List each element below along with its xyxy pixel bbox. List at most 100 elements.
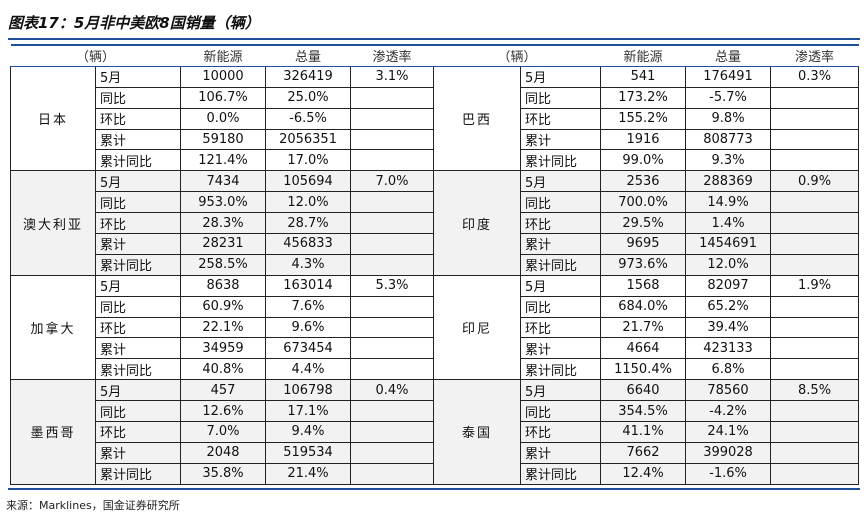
empty-cell — [770, 337, 860, 360]
value-cell: 12.6% — [180, 400, 267, 423]
value-cell: 2056351 — [265, 128, 352, 151]
value-cell: 35.8% — [180, 462, 267, 485]
value-cell: 354.5% — [600, 400, 687, 423]
metric-cell: 环比 — [94, 107, 182, 130]
empty-cell — [350, 149, 435, 172]
value-cell: 60.9% — [180, 295, 267, 318]
metric-cell: 累计同比 — [94, 358, 182, 381]
empty-cell — [770, 86, 860, 109]
empty-cell — [350, 107, 435, 130]
empty-cell — [770, 149, 860, 172]
empty-cell — [770, 441, 860, 464]
value-cell: 9.6% — [265, 316, 352, 339]
empty-cell — [350, 400, 435, 423]
value-cell: 423133 — [685, 337, 772, 360]
metric-cell: 累计同比 — [94, 149, 182, 172]
country-cell: 加拿大 — [10, 274, 96, 381]
table-row: 同比 106.7% 25.0% 同比 173.2% -5.7% — [11, 86, 860, 109]
table-body: 日本 5月 10000 326419 3.1% 巴西 5月 541 176491 0.3% 同比 10… — [10, 65, 860, 485]
title: 图表17：5月非中美欧8国销量（辆） — [8, 14, 260, 32]
value-cell: 9.8% — [685, 107, 772, 130]
value-cell: 82097 — [685, 274, 772, 297]
title-rule — [8, 38, 860, 40]
metric-cell: 累计同比 — [94, 462, 182, 485]
empty-cell — [350, 421, 435, 443]
value-cell: 29.5% — [600, 212, 687, 235]
empty-cell — [770, 212, 860, 235]
empty-cell — [350, 191, 435, 214]
metric-cell: 5月 — [520, 379, 602, 402]
value-cell: 34959 — [180, 337, 267, 360]
empty-cell — [770, 316, 860, 339]
table-row: 同比 12.6% 17.1% 同比 354.5% -4.2% — [11, 400, 860, 423]
metric-cell: 同比 — [94, 295, 182, 318]
value-cell: 3.1% — [350, 65, 435, 88]
value-cell: 7.6% — [265, 295, 352, 318]
table-row: 环比 28.3% 28.7% 环比 29.5% 1.4% — [11, 212, 860, 235]
metric-cell: 5月 — [520, 274, 602, 297]
table-row: 同比 60.9% 7.6% 同比 684.0% 65.2% — [11, 295, 860, 318]
value-cell: 456833 — [265, 233, 352, 255]
table-row: 墨西哥 5月 457 106798 0.4% 泰国 5月 6640 78560 8.5% — [10, 379, 860, 485]
metric-cell: 累计 — [94, 233, 182, 255]
value-cell: 24.1% — [685, 421, 772, 443]
table-row: 累计 2048 519534 累计 7662 399028 — [11, 441, 860, 464]
metric-cell: 同比 — [520, 191, 602, 214]
empty-cell — [770, 191, 860, 214]
value-cell: 973.6% — [600, 253, 687, 276]
table-row: 澳大利亚 5月 7434 105694 7.0% 印度 5月 2536 288369 0.9% — [10, 170, 860, 276]
value-cell: 163014 — [265, 274, 352, 297]
empty-cell — [350, 358, 435, 381]
metric-cell: 环比 — [94, 212, 182, 235]
metric-cell: 5月 — [94, 379, 182, 402]
header-cell: （辆） — [433, 43, 601, 67]
empty-cell — [350, 233, 435, 255]
value-cell: 700.0% — [600, 191, 687, 214]
header-cell: 总量 — [265, 43, 351, 67]
header-cell: 渗透率 — [350, 43, 434, 67]
empty-cell — [770, 107, 860, 130]
empty-cell — [350, 462, 435, 485]
value-cell: 4664 — [600, 337, 687, 360]
table-row: 环比 0.0% -6.5% 环比 155.2% 9.8% — [11, 107, 860, 130]
value-cell: 10000 — [180, 65, 267, 88]
value-cell: 28231 — [180, 233, 267, 255]
value-cell: 17.0% — [265, 149, 352, 172]
value-cell: 1150.4% — [600, 358, 687, 381]
empty-cell — [350, 316, 435, 339]
metric-cell: 环比 — [94, 316, 182, 339]
metric-cell: 5月 — [94, 65, 182, 88]
value-cell: 0.3% — [770, 65, 860, 88]
country-cell: 澳大利亚 — [10, 170, 96, 276]
table-row: 累计同比 121.4% 17.0% 累计同比 99.0% 9.3% — [11, 149, 860, 172]
value-cell: 121.4% — [180, 149, 267, 172]
value-cell: 684.0% — [600, 295, 687, 318]
value-cell: 2048 — [180, 441, 267, 464]
header-cell: 渗透率 — [770, 43, 859, 67]
table-row: 累计 59180 2056351 累计 1916 808773 — [11, 128, 860, 151]
table-row: 同比 953.0% 12.0% 同比 700.0% 14.9% — [11, 191, 860, 214]
empty-cell — [770, 253, 860, 276]
header-cell: （辆） — [10, 43, 181, 67]
value-cell: 39.4% — [685, 316, 772, 339]
value-cell: 0.0% — [180, 107, 267, 130]
metric-cell: 同比 — [94, 191, 182, 214]
value-cell: 1454691 — [685, 233, 772, 255]
value-cell: -5.7% — [685, 86, 772, 109]
metric-cell: 5月 — [520, 65, 602, 88]
value-cell: 41.1% — [600, 421, 687, 443]
metric-cell: 5月 — [94, 274, 182, 297]
metric-cell: 累计 — [94, 337, 182, 360]
metric-cell: 同比 — [520, 86, 602, 109]
country-cell: 印度 — [433, 170, 522, 276]
empty-cell — [770, 400, 860, 423]
value-cell: 6640 — [600, 379, 687, 402]
metric-cell: 同比 — [94, 86, 182, 109]
empty-cell — [350, 441, 435, 464]
empty-cell — [770, 421, 860, 443]
empty-cell — [770, 295, 860, 318]
value-cell: -6.5% — [265, 107, 352, 130]
value-cell: 22.1% — [180, 316, 267, 339]
table-row: 环比 22.1% 9.6% 环比 21.7% 39.4% — [11, 316, 860, 339]
header-cell: 新能源 — [180, 43, 266, 67]
